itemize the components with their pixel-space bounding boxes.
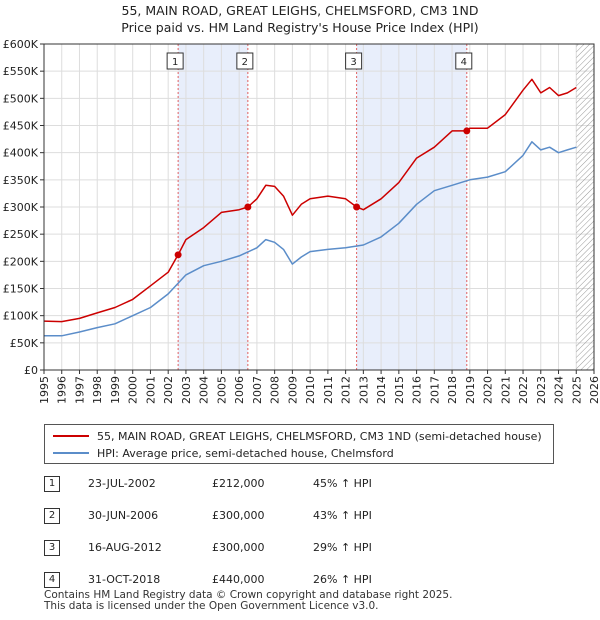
x-tick-label: 2021 bbox=[499, 376, 512, 404]
hpi-line bbox=[44, 141, 577, 337]
footer: Contains HM Land Registry data © Crown c… bbox=[44, 590, 452, 612]
sale-label-number: 4 bbox=[461, 57, 467, 68]
legend-item-property: 55, MAIN ROAD, GREAT LEIGHS, CHELMSFORD,… bbox=[53, 428, 542, 444]
sale-label-number: 3 bbox=[350, 57, 356, 68]
sale-number: 2 bbox=[44, 508, 60, 524]
table-row: 4 31-OCT-2018 £440,000 26% ↑ HPI bbox=[0, 568, 600, 592]
sale-hpi-change: 45% ↑ HPI bbox=[313, 477, 372, 490]
x-tick-label: 2026 bbox=[588, 376, 600, 404]
x-tick-label: 1995 bbox=[38, 376, 51, 404]
y-tick-label: £200K bbox=[3, 255, 39, 268]
x-tick-label: 2019 bbox=[464, 376, 477, 404]
x-tick-label: 2003 bbox=[180, 376, 193, 404]
sale-point bbox=[353, 203, 361, 211]
x-tick-label: 2023 bbox=[535, 376, 548, 404]
sale-label-box bbox=[236, 52, 254, 70]
x-tick-label: 1998 bbox=[91, 376, 104, 404]
price-chart: 1 2 3 4 £0 £50K £100K £150K £200K £250K £300K £350… bbox=[3, 38, 600, 404]
y-tick-label: £150K bbox=[3, 283, 39, 296]
x-tick-label: 2025 bbox=[570, 376, 583, 404]
x-tick-label: 2012 bbox=[340, 376, 353, 404]
sale-label-box bbox=[455, 52, 473, 70]
x-tick-label: 2020 bbox=[482, 376, 495, 404]
legend: 55, MAIN ROAD, GREAT LEIGHS, CHELMSFORD,… bbox=[44, 424, 554, 464]
y-tick-label: £450K bbox=[3, 120, 39, 133]
x-tick-label: 2016 bbox=[411, 376, 424, 404]
x-tick-label: 1999 bbox=[109, 376, 122, 404]
forecast-hatch bbox=[576, 44, 594, 370]
sale-label-number: 2 bbox=[242, 57, 248, 68]
legend-swatch-property bbox=[53, 435, 89, 437]
sale-hpi-change: 43% ↑ HPI bbox=[313, 509, 372, 522]
table-row: 2 30-JUN-2006 £300,000 43% ↑ HPI bbox=[0, 504, 600, 528]
sale-point bbox=[174, 251, 182, 259]
x-tick-label: 2000 bbox=[127, 376, 140, 404]
x-tick-label: 2018 bbox=[446, 376, 459, 404]
x-tick-label: 2010 bbox=[304, 376, 317, 404]
sale-number: 4 bbox=[44, 572, 60, 588]
x-tick-label: 2009 bbox=[286, 376, 299, 404]
x-tick-label: 2005 bbox=[215, 376, 228, 404]
x-tick-label: 2006 bbox=[233, 376, 246, 404]
sale-price: £300,000 bbox=[212, 541, 265, 554]
y-tick-label: £50K bbox=[10, 337, 39, 350]
chart-title: 55, MAIN ROAD, GREAT LEIGHS, CHELMSFORD,… bbox=[0, 2, 600, 36]
footer-line-1: Contains HM Land Registry data © Crown c… bbox=[44, 589, 453, 601]
property-price-line bbox=[43, 78, 577, 323]
y-tick-label: £500K bbox=[3, 92, 39, 105]
title-line-2: Price paid vs. HM Land Registry's House … bbox=[121, 20, 479, 35]
y-tick-label: £350K bbox=[3, 174, 39, 187]
sale-number: 3 bbox=[44, 540, 60, 556]
sale-date: 23-JUL-2002 bbox=[88, 477, 156, 490]
legend-item-hpi: HPI: Average price, semi-detached house,… bbox=[53, 445, 394, 461]
legend-label-hpi: HPI: Average price, semi-detached house,… bbox=[97, 446, 394, 460]
y-tick-label: £550K bbox=[3, 65, 39, 78]
x-tick-label: 2024 bbox=[553, 376, 566, 404]
x-tick-label: 2007 bbox=[251, 376, 264, 404]
x-tick-label: 2014 bbox=[375, 376, 388, 404]
x-tick-label: 2008 bbox=[269, 376, 282, 404]
sale-point bbox=[463, 127, 471, 135]
y-tick-label: £400K bbox=[3, 147, 39, 160]
sale-date: 16-AUG-2012 bbox=[88, 541, 162, 554]
sale-number: 1 bbox=[44, 476, 60, 492]
legend-swatch-hpi bbox=[53, 452, 89, 454]
x-tick-label: 2002 bbox=[162, 376, 175, 404]
y-tick-label: £0 bbox=[24, 364, 38, 377]
table-row: 1 23-JUL-2002 £212,000 45% ↑ HPI bbox=[0, 472, 600, 496]
sale-label-box bbox=[345, 52, 363, 70]
sale-price: £212,000 bbox=[212, 477, 265, 490]
sale-date: 30-JUN-2006 bbox=[88, 509, 159, 522]
sale-price: £300,000 bbox=[212, 509, 265, 522]
sale-hpi-change: 29% ↑ HPI bbox=[313, 541, 372, 554]
y-tick-label: £300K bbox=[3, 201, 39, 214]
x-tick-label: 1997 bbox=[73, 376, 86, 404]
sale-label-box bbox=[166, 52, 184, 70]
footer-line-2: This data is licensed under the Open Gov… bbox=[44, 600, 379, 612]
x-tick-label: 2013 bbox=[357, 376, 370, 404]
sale-date: 31-OCT-2018 bbox=[88, 573, 161, 586]
x-tick-label: 2004 bbox=[198, 376, 211, 404]
y-tick-label: £600K bbox=[3, 38, 39, 51]
sale-hpi-change: 26% ↑ HPI bbox=[313, 573, 372, 586]
x-tick-label: 1996 bbox=[56, 376, 69, 404]
sale-label-number: 1 bbox=[172, 57, 178, 68]
x-tick-label: 2015 bbox=[393, 376, 406, 404]
table-row: 3 16-AUG-2012 £300,000 29% ↑ HPI bbox=[0, 536, 600, 560]
x-tick-label: 2011 bbox=[322, 376, 335, 404]
plot-border bbox=[43, 43, 595, 371]
x-tick-label: 2022 bbox=[517, 376, 530, 404]
x-tick-label: 2017 bbox=[428, 376, 441, 404]
legend-label-property: 55, MAIN ROAD, GREAT LEIGHS, CHELMSFORD,… bbox=[97, 429, 542, 443]
y-tick-label: £250K bbox=[3, 228, 39, 241]
title-line-1: 55, MAIN ROAD, GREAT LEIGHS, CHELMSFORD,… bbox=[121, 3, 479, 18]
sale-price: £440,000 bbox=[212, 573, 265, 586]
y-tick-label: £100K bbox=[3, 310, 39, 323]
x-tick-label: 2001 bbox=[144, 376, 157, 404]
sale-point bbox=[244, 203, 252, 211]
